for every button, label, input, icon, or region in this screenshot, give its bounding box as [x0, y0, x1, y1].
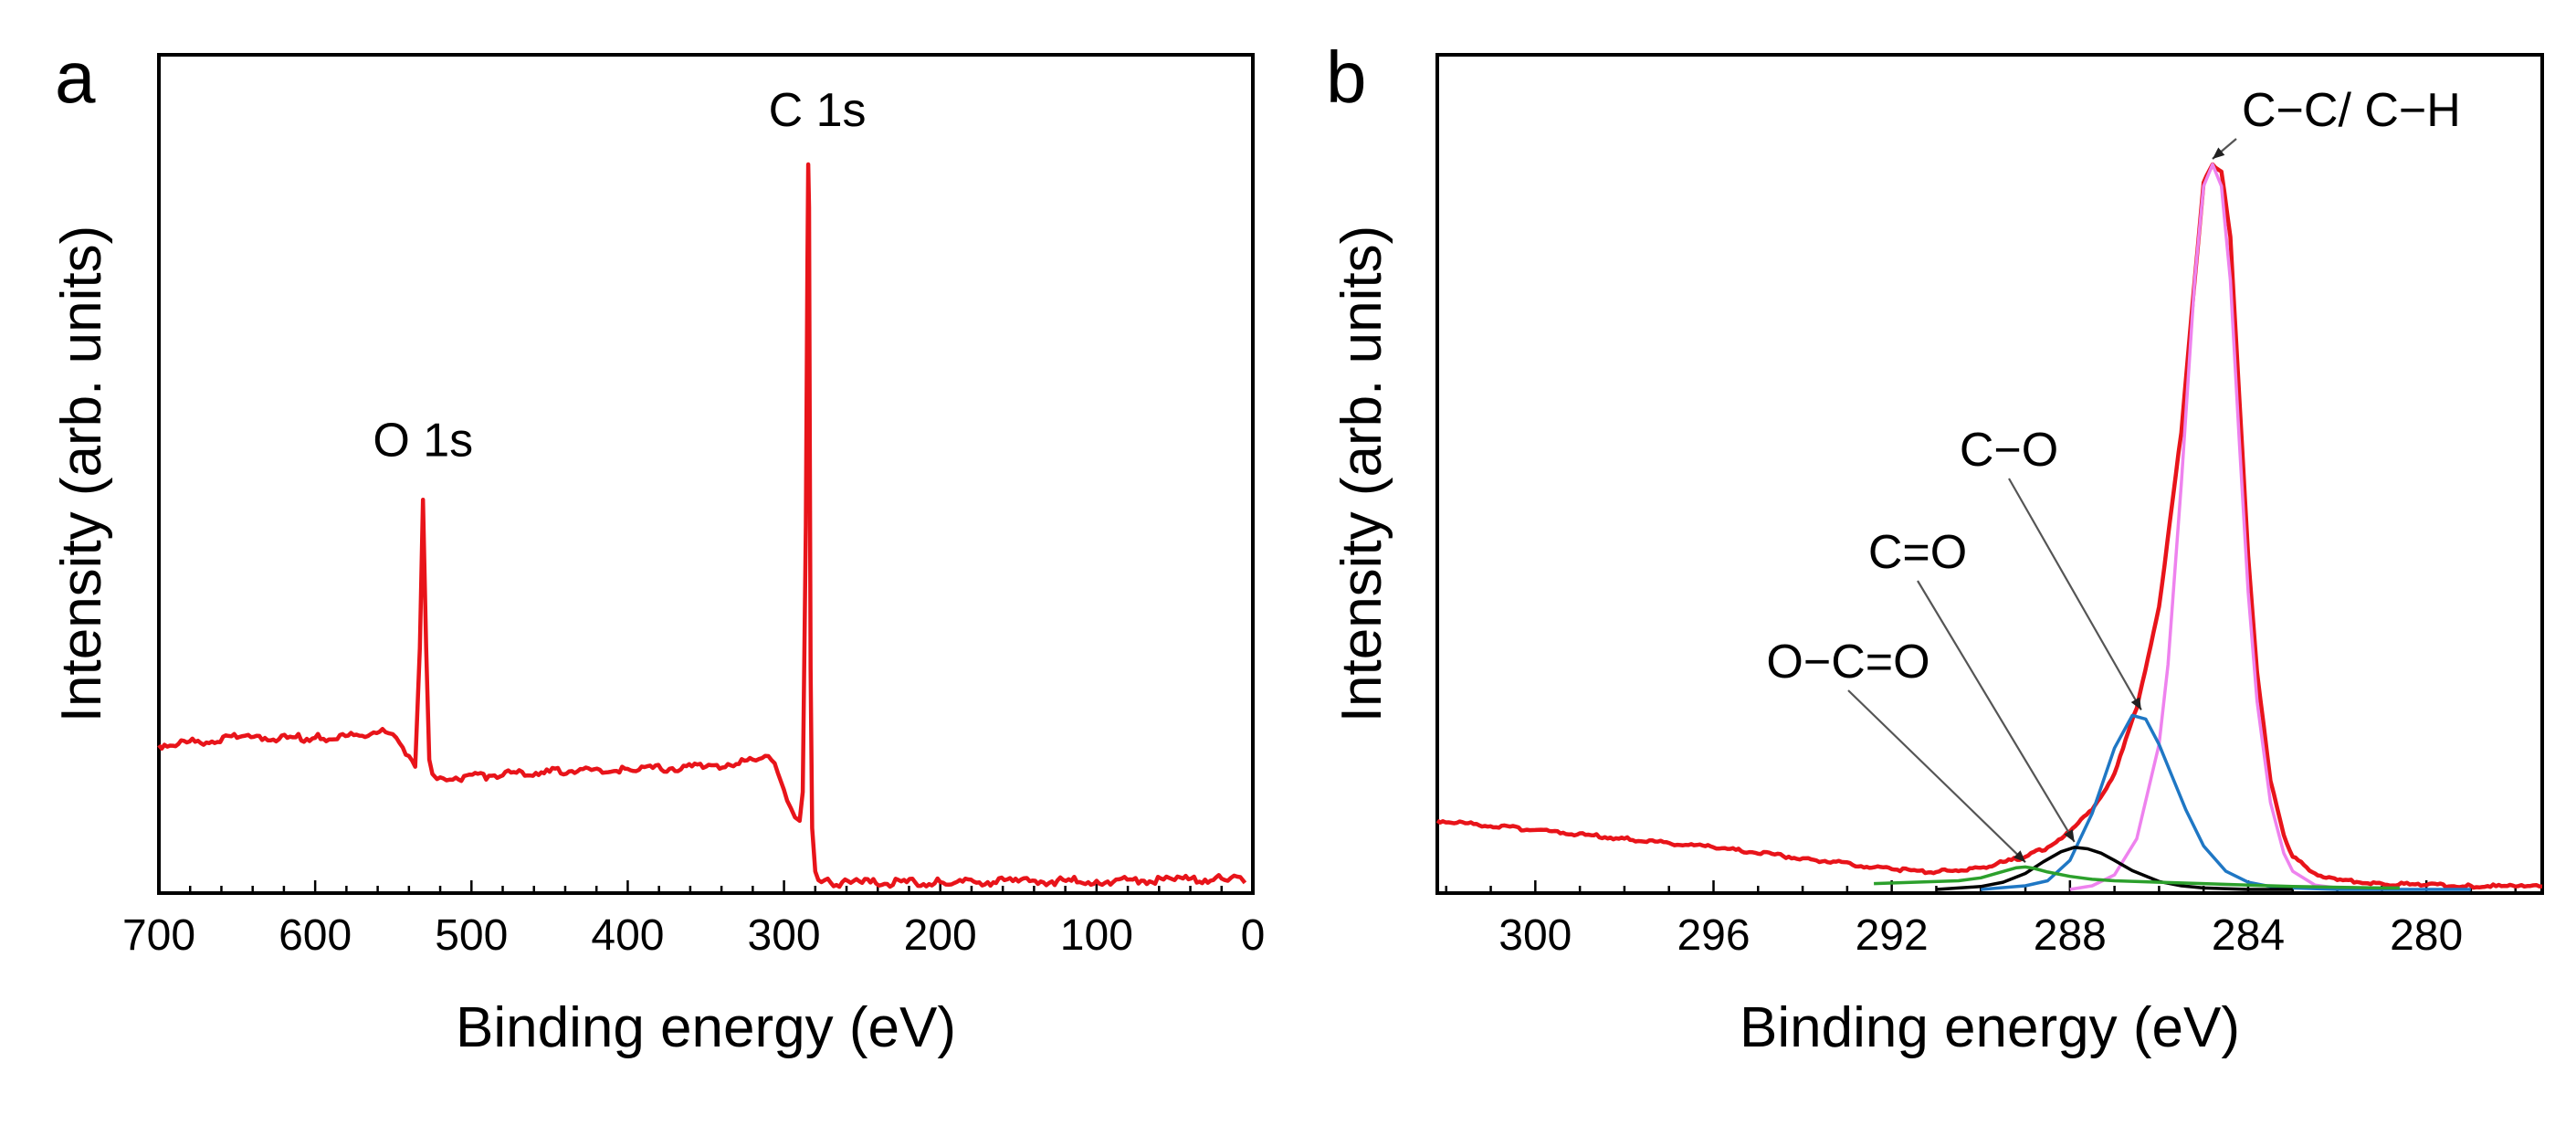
- peak-label: C=O: [1868, 526, 1967, 579]
- x-tick-label: 292: [1856, 911, 1929, 960]
- x-tick-label: 600: [279, 911, 352, 960]
- peak-label: O 1s: [373, 414, 473, 467]
- series-o-c-o-line: [1874, 865, 2400, 890]
- panel-a-y-axis-title: Intensity (arb. units): [50, 226, 113, 722]
- panel-b-annotations: C−C/ C−H C−O C=O O−C=O: [1766, 84, 2461, 863]
- peak-leader-arrowhead: [2064, 829, 2075, 842]
- x-tick-label: 284: [2212, 911, 2285, 960]
- peak-leader-arrowhead: [2013, 850, 2026, 863]
- x-tick-label: 300: [748, 911, 821, 960]
- x-tick-label: 500: [435, 911, 508, 960]
- peak-leader-line: [1847, 689, 2026, 863]
- series-c-o-line: [1936, 846, 2293, 891]
- peak-label: O−C=O: [1766, 636, 1929, 689]
- x-tick-label: 288: [2034, 911, 2107, 960]
- peak-label: C−C/ C−H: [2242, 84, 2461, 137]
- peak-leader-line: [2008, 478, 2142, 710]
- series-survey-line: [157, 162, 1247, 889]
- series-c-o-line: [1981, 713, 2471, 891]
- panel-a-x-tick-labels: 700 600 500 400 300 200 100 0: [122, 911, 1265, 960]
- x-tick-label: 400: [591, 911, 664, 960]
- panel-a-survey-spectrum: a 700 600 500 400 300 200 100 0 O 1s C 1s Bindin…: [50, 37, 1265, 1059]
- peak-leader-arrowhead: [2130, 697, 2141, 710]
- x-tick-label: 300: [1498, 911, 1572, 960]
- x-tick-label: 100: [1060, 911, 1133, 960]
- panel-a-x-ticks: [157, 880, 1255, 893]
- panel-b-series-group: [1435, 162, 2543, 891]
- x-tick-label: 0: [1241, 911, 1266, 960]
- peak-leader-arrowhead: [2212, 147, 2225, 159]
- x-tick-label: 280: [2390, 911, 2463, 960]
- x-tick-label: 296: [1677, 911, 1750, 960]
- panel-a-letter: a: [55, 37, 96, 118]
- peak-label: C 1s: [769, 84, 867, 137]
- peak-label: C−O: [1960, 424, 2058, 477]
- panel-b-c1s-spectrum: b 300 296 292 288 284 280 C−C/ C−H C−O C=O O−C=O…: [1326, 37, 2544, 1059]
- panel-a-annotations: O 1s C 1s: [373, 84, 866, 467]
- panel-a-x-axis-title: Binding energy (eV): [456, 996, 956, 1059]
- series-c-c-c-h-line: [2069, 163, 2382, 891]
- panel-b-y-axis-title: Intensity (arb. units): [1330, 226, 1393, 722]
- series-measured-line: [1435, 162, 2543, 890]
- panel-b-letter: b: [1326, 37, 1367, 118]
- x-tick-label: 700: [122, 911, 195, 960]
- panel-a-plot-frame: [157, 53, 1255, 895]
- x-tick-label: 200: [904, 911, 977, 960]
- panel-b-x-axis-title: Binding energy (eV): [1740, 996, 2240, 1059]
- panel-b-x-tick-labels: 300 296 292 288 284 280: [1498, 911, 2463, 960]
- panel-b-plot-frame: [1435, 53, 2544, 895]
- panel-a-series-group: [157, 162, 1247, 889]
- peak-leader-line: [1917, 580, 2076, 843]
